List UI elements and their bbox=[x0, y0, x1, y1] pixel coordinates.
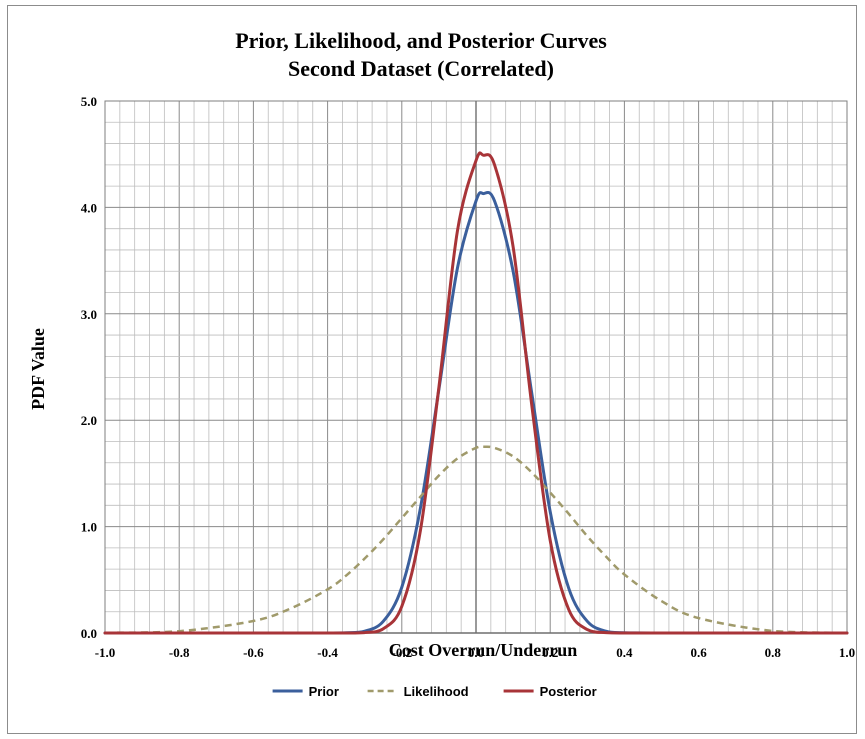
y-tick-label: 5.0 bbox=[81, 94, 97, 109]
chart-area: Prior, Likelihood, and Posterior Curves … bbox=[7, 5, 857, 734]
series-line-posterior bbox=[103, 151, 849, 635]
plot-border bbox=[104, 100, 848, 634]
x-tick-labels: -1.0 -0.8 -0.6 -0.4 -0.2 0.0 0.2 0.4 0.6 0.8 1.0 bbox=[95, 645, 855, 660]
x-axis-title: Cost Overrun/Underrun bbox=[389, 640, 578, 660]
y-axis-title: PDF Value bbox=[28, 328, 48, 410]
series-line-likelihood bbox=[104, 445, 848, 635]
x-tick-label: -0.4 bbox=[317, 645, 338, 660]
legend-label-prior: Prior bbox=[309, 684, 339, 699]
chart-svg: Prior, Likelihood, and Posterior Curves … bbox=[28, 28, 855, 699]
y-tick-label: 2.0 bbox=[81, 413, 97, 428]
y-tick-label: 3.0 bbox=[81, 307, 97, 322]
x-tick-label: -1.0 bbox=[95, 645, 116, 660]
y-tick-labels: 0.0 1.0 2.0 3.0 4.0 5.0 bbox=[81, 94, 97, 641]
legend-label-likelihood: Likelihood bbox=[404, 684, 469, 699]
x-tick-label: 0.4 bbox=[616, 645, 633, 660]
x-tick-label: 0.6 bbox=[690, 645, 707, 660]
x-tick-label: 0.0 bbox=[468, 645, 484, 660]
x-tick-label: 0.8 bbox=[765, 645, 782, 660]
x-tick-label: -0.6 bbox=[243, 645, 264, 660]
series-lines bbox=[103, 151, 849, 635]
x-tick-label: -0.8 bbox=[169, 645, 190, 660]
chart-title: Prior, Likelihood, and Posterior Curves bbox=[235, 28, 607, 53]
chart-subtitle: Second Dataset (Correlated) bbox=[288, 56, 554, 81]
legend-label-posterior: Posterior bbox=[540, 684, 597, 699]
y-tick-label: 0.0 bbox=[81, 626, 97, 641]
y-tick-label: 4.0 bbox=[81, 200, 97, 215]
x-tick-label: -0.2 bbox=[392, 645, 413, 660]
y-tick-label: 1.0 bbox=[81, 520, 97, 535]
x-tick-label: 1.0 bbox=[839, 645, 855, 660]
x-tick-label: 0.2 bbox=[542, 645, 558, 660]
legend: Prior Likelihood Posterior bbox=[272, 684, 597, 699]
